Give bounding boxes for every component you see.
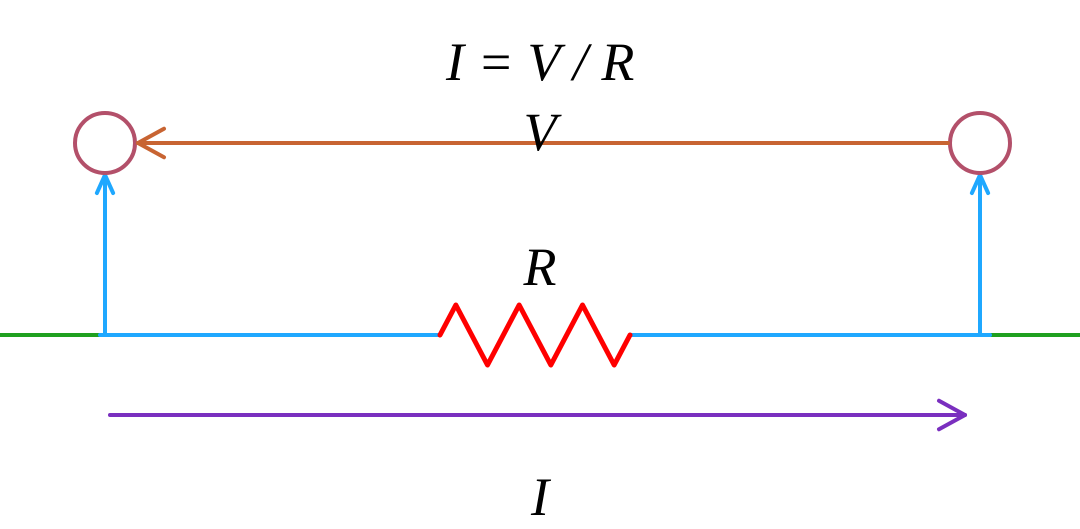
ohms-law-diagram: { "canvas": { "w": 1080, "h": 529, "bg":… <box>0 0 1080 529</box>
formula-label: I = V / R <box>446 35 634 89</box>
node-left <box>75 113 135 173</box>
voltage-label: V <box>524 105 557 159</box>
node-right <box>950 113 1010 173</box>
resistance-label: R <box>524 240 557 294</box>
resistor-symbol <box>440 305 630 365</box>
current-label: I <box>531 470 549 524</box>
